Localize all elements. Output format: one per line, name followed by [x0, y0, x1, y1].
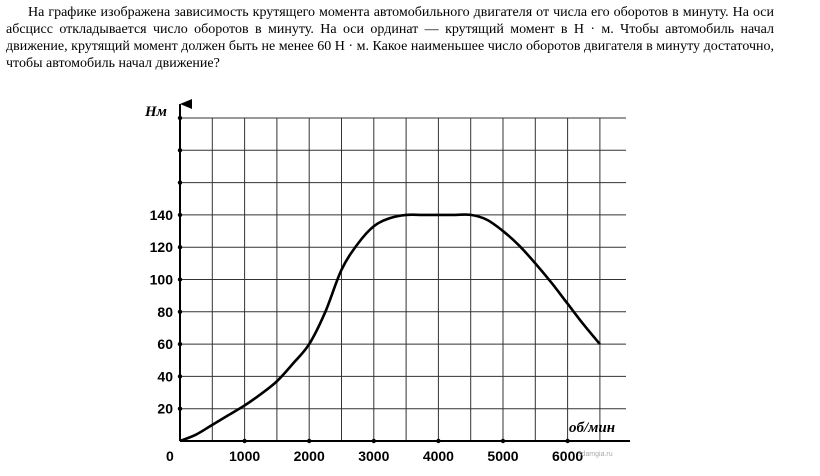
y-tick-mark	[177, 148, 183, 153]
x-tick-label: 6000	[552, 448, 583, 464]
y-tick-label: 100	[150, 272, 174, 288]
y-tick-label: 120	[150, 239, 174, 255]
y-tick-label: 20	[157, 401, 173, 417]
y-tick-mark	[177, 245, 183, 250]
y-tick-mark	[177, 374, 183, 379]
curve	[179, 213, 601, 443]
x-tick-mark	[371, 438, 376, 444]
y-tick-mark	[177, 277, 183, 282]
x-tick-label: 5000	[487, 448, 518, 464]
x-tick-label: 3000	[358, 448, 389, 464]
x-tick-mark	[307, 438, 312, 444]
origin-label: 0	[166, 448, 174, 464]
problem-text: На графике изображена зависимость крутящ…	[6, 5, 774, 71]
watermark: sdamgia.ru	[578, 451, 613, 458]
y-tick-mark	[177, 406, 183, 411]
x-tick-label: 4000	[423, 448, 454, 464]
y-tick-mark	[177, 180, 183, 185]
y-tick-label: 140	[150, 207, 174, 223]
y-tick-mark	[177, 309, 183, 314]
x-tick-mark	[436, 438, 441, 444]
x-tick-mark	[500, 438, 506, 444]
axes	[179, 99, 630, 442]
ticks	[177, 115, 570, 444]
labels: 20 40 60 80 100 120 140 1000 2000 3000 4000 5000 600…	[150, 207, 584, 464]
y-tick-mark	[177, 212, 183, 218]
grid	[180, 117, 626, 441]
y-tick-mark	[177, 115, 183, 121]
x-tick-label: 2000	[294, 448, 325, 464]
y-tick-mark	[177, 341, 183, 347]
x-tick-mark	[565, 438, 570, 444]
x-tick-mark	[242, 438, 247, 444]
y-tick-label: 40	[157, 368, 173, 384]
y-tick-label: 60	[157, 336, 173, 352]
x-tick-label: 1000	[229, 448, 260, 464]
torque-curve	[179, 213, 601, 443]
x-axis-label: об/мин	[569, 420, 615, 436]
y-axis-label: Нм	[144, 104, 167, 120]
y-tick-label: 80	[157, 304, 173, 320]
